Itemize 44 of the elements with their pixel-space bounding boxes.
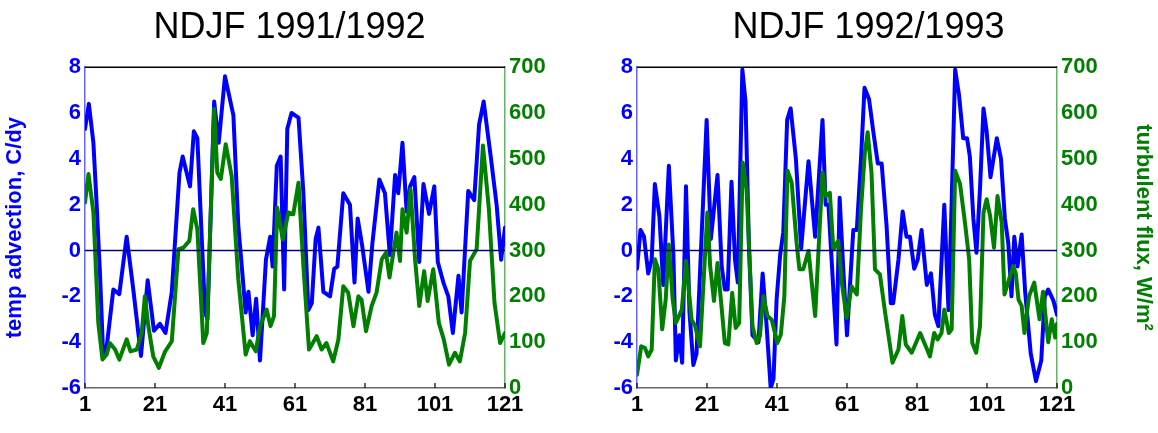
y-tick-label: 0 — [68, 236, 81, 262]
y2-tick-label: 400 — [1061, 190, 1098, 216]
x-tick-label: 21 — [694, 391, 720, 417]
y-tick-label: 4 — [620, 144, 634, 170]
y2-tick-label: 700 — [1061, 53, 1098, 79]
y-tick-label: 2 — [620, 190, 633, 216]
x-tick-label: 101 — [416, 391, 454, 417]
y2-tick-label: 100 — [509, 328, 546, 354]
x-tick-label: 41 — [212, 391, 238, 417]
y-axis-title: temp advection, C/dy — [1, 116, 27, 339]
x-tick-label: 81 — [904, 391, 930, 417]
y-tick-label: -4 — [61, 328, 82, 354]
y2-tick-label: 300 — [1061, 236, 1098, 262]
x-tick-label: 81 — [352, 391, 378, 417]
y-tick-label: 6 — [68, 99, 81, 125]
y2-tick-label: 600 — [509, 99, 546, 125]
y2-axis-title: turbulent flux, W/m² — [1131, 124, 1157, 331]
y2-tick-label: 300 — [509, 236, 546, 262]
chart-title: NDJF 1992/1993 — [732, 4, 1005, 46]
y-tick-label: -4 — [613, 328, 634, 354]
y-tick-label: 0 — [620, 236, 633, 262]
y2-tick-label: 100 — [1061, 328, 1098, 354]
y2-tick-label: 200 — [509, 282, 546, 308]
chart-title: NDJF 1991/1992 — [153, 4, 426, 46]
y2-tick-label: 600 — [1061, 99, 1098, 125]
x-tick-label: 21 — [142, 391, 168, 417]
y-tick-label: 4 — [68, 144, 82, 170]
y2-tick-label: 200 — [1061, 282, 1098, 308]
x-tick-label: 61 — [834, 391, 860, 417]
x-tick-label: 41 — [764, 391, 790, 417]
y2-tick-label: 500 — [1061, 144, 1098, 170]
y-tick-label: -2 — [613, 282, 633, 308]
x-tick-label: 101 — [968, 391, 1006, 417]
y2-tick-label: 400 — [509, 190, 546, 216]
y-tick-label: 6 — [620, 99, 633, 125]
y-tick-label: -6 — [61, 374, 81, 400]
y-tick-label: -2 — [61, 282, 81, 308]
y-tick-label: 8 — [68, 53, 81, 79]
y-tick-label: -6 — [613, 374, 633, 400]
y2-tick-label: 500 — [509, 144, 546, 170]
y-tick-label: 2 — [68, 190, 81, 216]
x-tick-label: 61 — [282, 391, 308, 417]
y-tick-label: 8 — [620, 53, 633, 79]
y2-tick-label: 700 — [509, 53, 546, 79]
